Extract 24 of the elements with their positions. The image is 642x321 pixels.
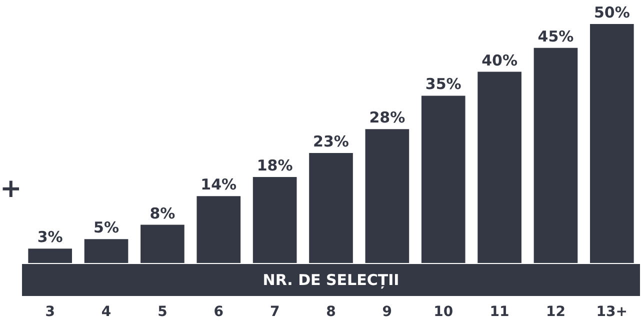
data-label: 3% (37, 228, 63, 246)
x-tick-label: 3 (45, 304, 55, 320)
data-label: 5% (94, 218, 120, 237)
data-label: 14% (200, 176, 237, 194)
x-axis-title: NR. DE SELECȚII (262, 271, 400, 289)
data-label: 50% (594, 4, 630, 22)
x-tick-label: 9 (382, 304, 392, 320)
data-label: 45% (538, 27, 574, 46)
x-tick-label: 8 (326, 304, 336, 320)
data-label: 40% (482, 51, 518, 70)
data-label: 23% (313, 132, 349, 151)
data-label: 28% (369, 108, 406, 127)
x-tick-label: 13+ (596, 304, 628, 320)
x-tick-label: 4 (101, 304, 112, 320)
data-label: 18% (256, 156, 293, 174)
x-tick-label: 5 (158, 304, 168, 320)
x-tick-label: 12 (546, 304, 566, 320)
data-label: 8% (150, 204, 176, 222)
x-tick-label: 11 (490, 304, 510, 320)
x-tick-label: 6 (214, 304, 224, 320)
x-tick-label: 7 (270, 304, 280, 320)
text: + (0, 174, 22, 204)
data-label: 35% (425, 75, 462, 94)
x-tick-label: 10 (434, 304, 454, 320)
